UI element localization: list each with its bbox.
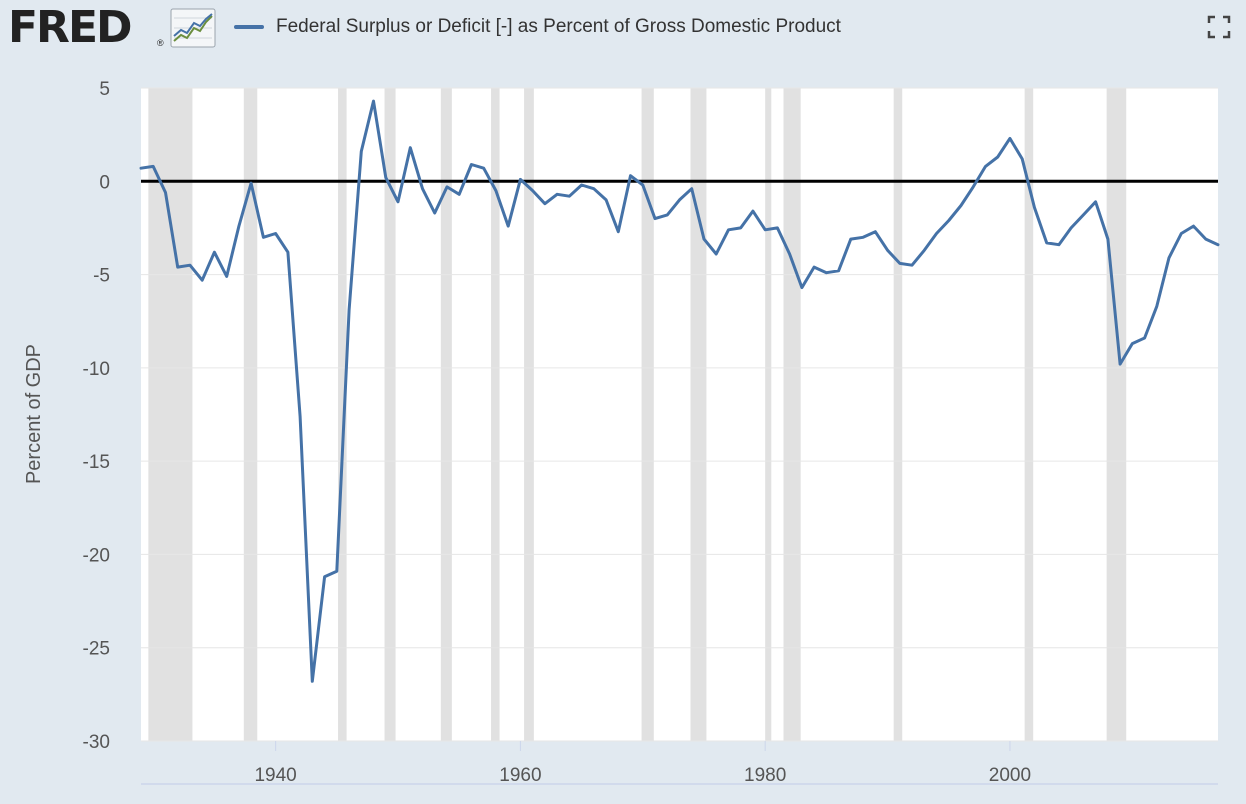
fred-logo[interactable]: FRED	[8, 2, 133, 53]
recession-band-7	[641, 88, 654, 741]
recession-band-13	[1106, 88, 1127, 741]
y-tick-label: 5	[99, 79, 110, 100]
y-tick-label: -30	[83, 732, 110, 753]
y-tick-label: -10	[83, 359, 110, 380]
x-tick-label: 1940	[254, 765, 296, 786]
legend-swatch	[234, 25, 264, 29]
x-tick-label: 1980	[744, 765, 786, 786]
x-axis-ticks: 1940 1960 1980 2000	[254, 741, 1031, 786]
recession-band-11	[893, 88, 903, 741]
y-tick-label: 0	[99, 172, 110, 193]
y-tick-label: -25	[83, 639, 110, 660]
series-line[interactable]	[139, 99, 1220, 683]
recession-band-2	[338, 88, 347, 741]
recession-band-10	[783, 88, 801, 741]
recession-band-0	[148, 88, 193, 741]
chart-legend: Federal Surplus or Deficit [-] as Percen…	[234, 14, 841, 40]
y-axis-ticks: 5 0 -5 -10 -15 -20 -25 -30	[83, 79, 110, 753]
recession-band-1	[243, 88, 258, 741]
recession-band-9	[765, 88, 772, 741]
y-axis-label: Percent of GDP	[23, 344, 45, 484]
fullscreen-icon[interactable]	[1206, 14, 1232, 40]
plot-area-background	[141, 88, 1218, 741]
y-tick-label: -5	[93, 266, 110, 287]
recession-band-3	[384, 88, 396, 741]
x-tick-label: 2000	[989, 765, 1031, 786]
y-tick-label: -20	[83, 545, 110, 566]
line-chart-icon	[170, 8, 216, 48]
chart-header: FRED ® Federal Surplus or Deficit [-] as…	[0, 0, 1246, 60]
x-tick-label: 1960	[499, 765, 541, 786]
recession-band-12	[1024, 88, 1034, 741]
recession-band-6	[524, 88, 534, 741]
y-tick-label: -15	[83, 452, 110, 473]
recession-band-4	[440, 88, 452, 741]
line-chart: 5 0 -5 -10 -15 -20 -25 -30 1940 1960 1980 2000 Per…	[23, 79, 1220, 786]
fred-logo-registered-mark: ®	[157, 38, 164, 48]
recession-band-5	[491, 88, 500, 741]
recession-band-8	[690, 88, 707, 741]
legend-series-label[interactable]: Federal Surplus or Deficit [-] as Percen…	[276, 16, 841, 37]
